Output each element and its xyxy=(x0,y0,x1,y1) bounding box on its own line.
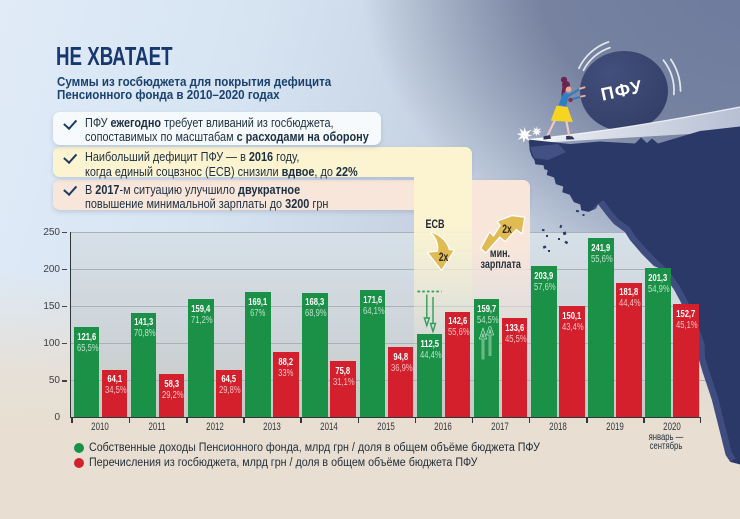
svg-text:2х: 2х xyxy=(439,252,449,264)
svg-text:2х: 2х xyxy=(502,224,512,236)
